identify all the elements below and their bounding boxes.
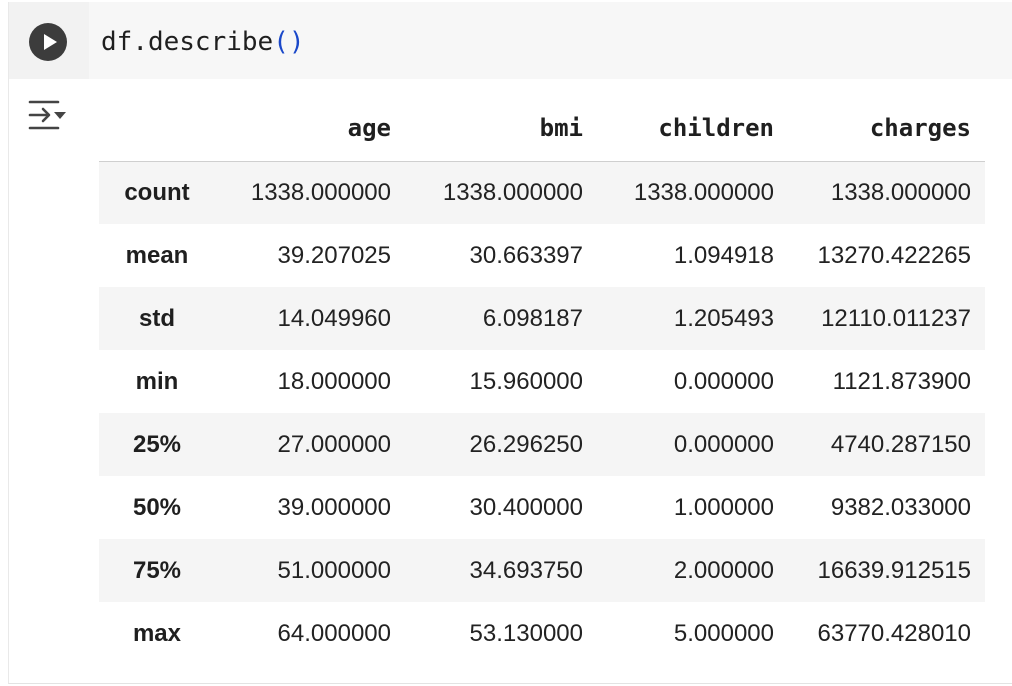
output-toggle-button[interactable] — [27, 97, 71, 133]
table-cell: 27.000000 — [277, 430, 391, 458]
table-row: 75% 51.000000 34.693750 2.000000 16639.9… — [99, 539, 985, 602]
table-cell: 4740.287150 — [830, 430, 971, 458]
table-row: 25% 27.000000 26.296250 0.000000 4740.28… — [99, 413, 985, 476]
table-row: min 18.000000 15.960000 0.000000 1121.87… — [99, 350, 985, 413]
row-label: 50% — [132, 493, 182, 521]
table-cell: 12110.011237 — [821, 304, 971, 332]
table-cell: 1121.873900 — [832, 367, 971, 395]
dataframe-output: age bmi children charges count 1338.0000… — [99, 95, 985, 665]
table-cell: 6.098187 — [482, 304, 583, 332]
table-row: 50% 39.000000 30.400000 1.000000 9382.03… — [99, 476, 985, 539]
table-cell: 1338.000000 — [442, 178, 583, 206]
table-cell: 30.400000 — [469, 493, 583, 521]
play-icon — [44, 34, 57, 50]
cell-gutter — [9, 2, 89, 79]
row-label: 75% — [132, 556, 182, 584]
code-line: df.describe() — [101, 24, 305, 60]
describe-table: age bmi children charges count 1338.0000… — [99, 95, 985, 665]
row-label: 25% — [132, 430, 182, 458]
table-cell: 1338.000000 — [250, 178, 391, 206]
table-cell: 1338.000000 — [633, 178, 774, 206]
table-row: std 14.049960 6.098187 1.205493 12110.01… — [99, 287, 985, 350]
table-cell: 63770.428010 — [817, 619, 972, 647]
row-label: mean — [125, 241, 189, 269]
code-editor[interactable]: df.describe() — [89, 2, 1012, 79]
table-header-row: age bmi children charges — [99, 95, 985, 162]
table-cell: 2.000000 — [673, 556, 774, 584]
code-parens: () — [273, 27, 305, 57]
table-cell: 0.000000 — [673, 430, 774, 458]
table-cell: 13270.422265 — [817, 241, 972, 269]
table-cell: 1338.000000 — [830, 178, 971, 206]
table-cell: 5.000000 — [673, 619, 774, 647]
table-cell: 16639.912515 — [817, 556, 972, 584]
table-cell: 9382.033000 — [830, 493, 971, 521]
table-cell: 1.205493 — [673, 304, 774, 332]
table-row: mean 39.207025 30.663397 1.094918 13270.… — [99, 224, 985, 287]
table-cell: 26.296250 — [469, 430, 583, 458]
row-label: max — [132, 619, 182, 647]
row-label: count — [124, 178, 190, 206]
table-cell: 34.693750 — [469, 556, 583, 584]
run-cell-button[interactable] — [29, 23, 67, 61]
table-cell: 14.049960 — [277, 304, 391, 332]
table-row: max 64.000000 53.130000 5.000000 63770.4… — [99, 602, 985, 665]
collapse-output-icon — [28, 100, 66, 130]
row-label: min — [135, 367, 179, 395]
column-header-age: age — [215, 95, 405, 162]
table-cell: 0.000000 — [673, 367, 774, 395]
code-method: describe — [147, 27, 274, 57]
table-cell: 15.960000 — [469, 367, 583, 395]
table-cell: 39.207025 — [277, 241, 391, 269]
table-row: count 1338.000000 1338.000000 1338.00000… — [99, 161, 985, 224]
table-cell: 1.094918 — [673, 241, 774, 269]
code-cell: df.describe() — [8, 2, 1012, 684]
row-label: std — [139, 304, 175, 332]
code-dot: . — [132, 27, 148, 57]
column-header-children: children — [597, 95, 788, 162]
table-cell: 51.000000 — [277, 556, 391, 584]
table-cell: 1.000000 — [673, 493, 774, 521]
table-cell: 30.663397 — [469, 241, 583, 269]
column-header-bmi: bmi — [405, 95, 597, 162]
code-object: df — [101, 27, 133, 57]
table-cell: 18.000000 — [277, 367, 391, 395]
table-cell: 53.130000 — [469, 619, 583, 647]
column-header-charges: charges — [788, 95, 985, 162]
index-header — [99, 95, 215, 162]
table-cell: 64.000000 — [277, 619, 391, 647]
table-cell: 39.000000 — [277, 493, 391, 521]
